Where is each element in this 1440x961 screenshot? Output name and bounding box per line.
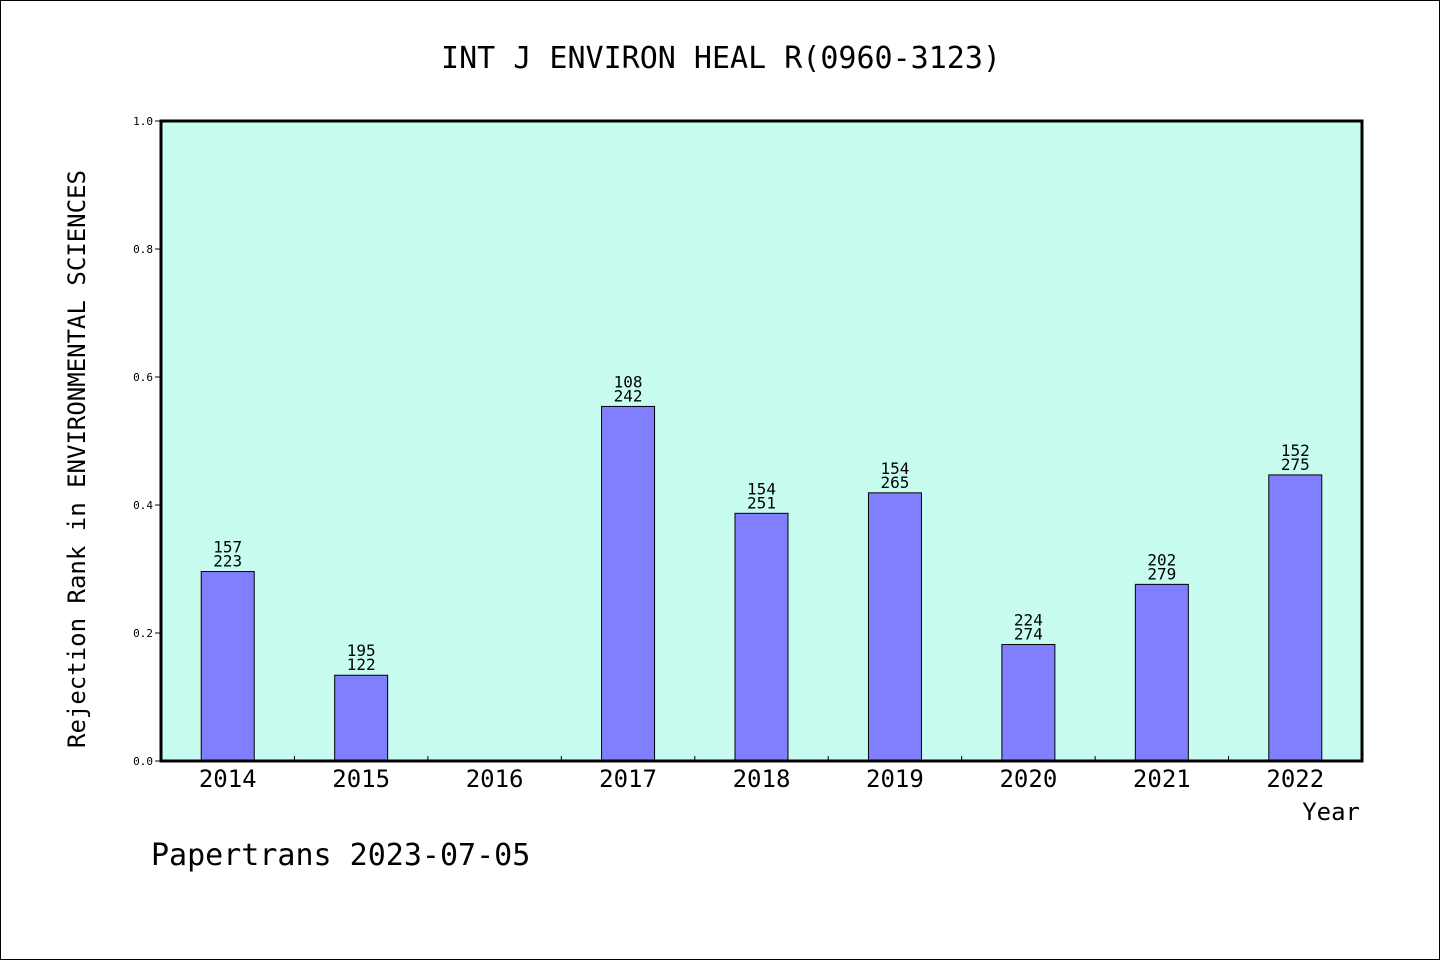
y-tick-label: 0.8: [133, 243, 153, 256]
bar-label-bottom: 223: [213, 552, 242, 571]
bar: [1001, 644, 1056, 762]
bar: [734, 512, 789, 762]
plot-border: [159, 119, 1364, 763]
bar-label-bottom: 265: [880, 473, 909, 492]
x-tick-label: 2018: [733, 765, 791, 793]
x-axis-tick-labels: 2014 2015 2016 2017 2018 2019 2020 2021 2022: [199, 756, 1324, 793]
bar: [867, 492, 922, 762]
y-tick-label: 0.0: [133, 755, 153, 768]
y-axis-ticks: 0.0 0.2 0.4 0.6 0.8 1.0: [133, 115, 161, 768]
bar-label-bottom: 122: [347, 655, 376, 674]
footer-watermark: Papertrans 2023-07-05: [151, 838, 530, 873]
y-axis-label: Rejection Rank in ENVIRONMENTAL SCIENCES: [63, 170, 91, 748]
bar: [601, 405, 656, 762]
bars: [200, 405, 1323, 762]
x-tick-label: 2021: [1133, 765, 1191, 793]
bar-label-top: 154: [880, 459, 909, 478]
bar-label-bottom: 242: [614, 386, 643, 405]
bar-label-top: 202: [1147, 550, 1176, 569]
bar-label-bottom: 279: [1147, 564, 1176, 583]
bar-label-top: 152: [1281, 441, 1310, 460]
x-tick-label: 2016: [466, 765, 524, 793]
bar-labels: 1572231951221082421542511542652242742022…: [213, 372, 1309, 674]
x-tick-label: 2019: [866, 765, 924, 793]
bar: [1134, 583, 1189, 762]
bar-label-top: 157: [213, 538, 242, 557]
y-tick-label: 1.0: [133, 115, 153, 128]
bar: [1268, 474, 1323, 762]
bar-label-bottom: 274: [1014, 625, 1043, 644]
bar-label-bottom: 251: [747, 493, 776, 512]
chart-title: INT J ENVIRON HEAL R(0960-3123): [441, 41, 1001, 76]
bar-label-top: 195: [347, 641, 376, 660]
bar: [200, 571, 255, 762]
x-axis-label: Year: [1302, 798, 1360, 826]
x-tick-label: 2017: [599, 765, 657, 793]
bar-label-top: 154: [747, 479, 776, 498]
x-tick-label: 2014: [199, 765, 257, 793]
bar-label-bottom: 275: [1281, 455, 1310, 474]
x-tick-label: 2015: [332, 765, 390, 793]
y-tick-label: 0.2: [133, 627, 153, 640]
bar-label-top: 108: [614, 372, 643, 391]
x-tick-label: 2020: [999, 765, 1057, 793]
x-tick-label: 2022: [1266, 765, 1324, 793]
y-tick-label: 0.4: [133, 499, 153, 512]
y-tick-label: 0.6: [133, 371, 153, 384]
bar: [334, 674, 389, 762]
bar-label-top: 224: [1014, 611, 1043, 630]
